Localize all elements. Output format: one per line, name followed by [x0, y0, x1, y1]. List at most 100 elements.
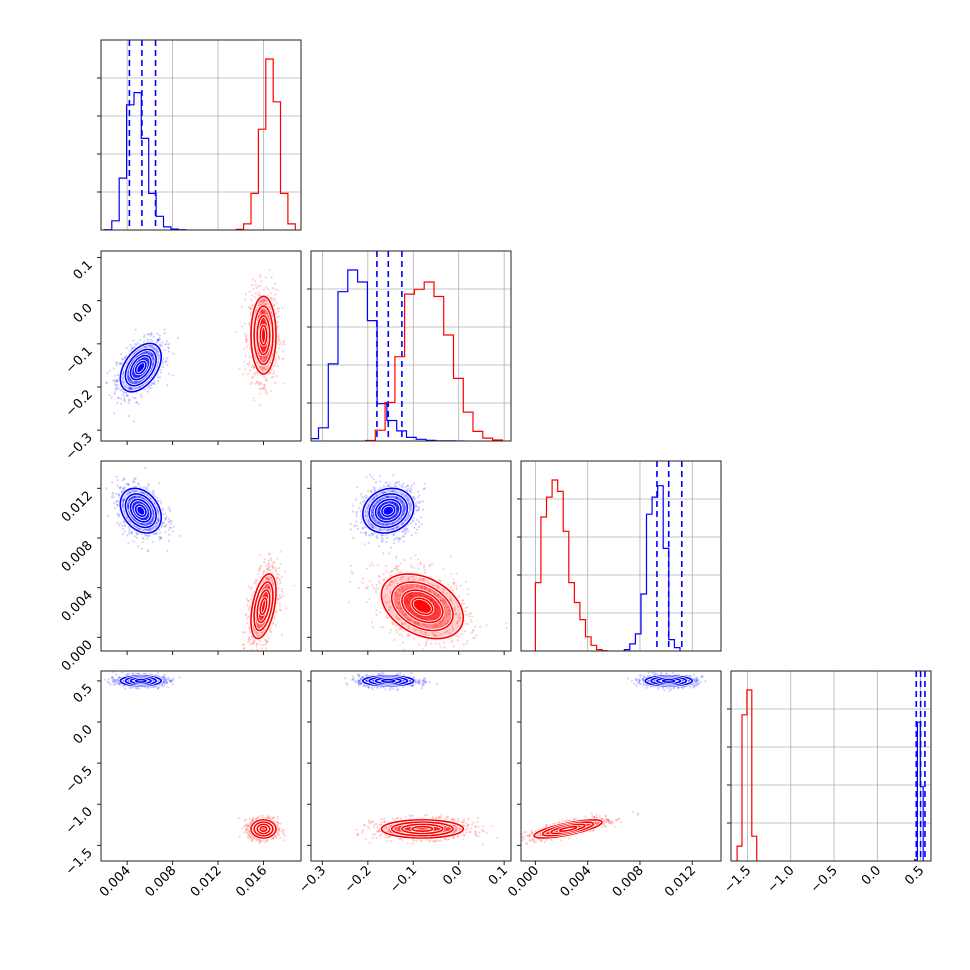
scatter-point — [393, 542, 396, 545]
scatter-point — [121, 393, 124, 396]
scatter-point — [274, 381, 277, 385]
scatter-point — [361, 526, 364, 529]
scatter-point — [167, 372, 170, 375]
scatter-point — [255, 645, 258, 648]
scatter-point — [240, 325, 243, 328]
scatter-point — [263, 387, 266, 390]
scatter-point — [116, 379, 119, 383]
scatter-point — [404, 529, 407, 532]
scatter-point — [269, 292, 272, 295]
scatter-point — [111, 493, 114, 496]
scatter-point — [459, 616, 462, 620]
scatter-point — [400, 499, 403, 502]
scatter-point — [475, 634, 478, 637]
scatter-point — [278, 577, 281, 581]
scatter-point — [247, 608, 250, 611]
scatter-point — [157, 380, 160, 383]
scatter-point — [457, 595, 460, 598]
scatter-point — [260, 311, 263, 314]
scatter-point — [283, 343, 286, 346]
scatter-point — [406, 484, 410, 488]
scatter-point — [147, 528, 150, 531]
scatter-point — [257, 569, 260, 572]
scatter-point — [115, 385, 118, 389]
scatter-point — [261, 310, 264, 313]
contour-line — [259, 597, 268, 616]
scatter-point — [151, 355, 154, 358]
scatter-point — [397, 497, 400, 501]
scatter-point — [149, 334, 152, 337]
scatter-point — [404, 588, 407, 591]
scatter-point — [160, 537, 163, 540]
scatter-point — [257, 625, 260, 628]
scatter-point — [266, 577, 270, 581]
scatter-point — [255, 643, 258, 646]
scatter-point — [167, 506, 170, 509]
scatter-point — [134, 496, 137, 499]
scatter-point — [400, 493, 403, 496]
scatter-point — [267, 562, 270, 565]
scatter-point — [106, 515, 109, 518]
scatter-point — [268, 577, 271, 580]
scatter-point — [360, 521, 363, 524]
contour-line — [124, 348, 157, 387]
scatter-point — [380, 540, 384, 544]
scatter-point — [361, 527, 364, 530]
scatter-point — [414, 504, 417, 507]
scatter-point — [268, 587, 271, 590]
scatter-point — [387, 528, 390, 531]
scatter-point — [161, 521, 164, 525]
scatter-point — [372, 478, 375, 481]
scatter-point — [397, 598, 401, 601]
scatter-point — [254, 292, 257, 295]
scatter-point — [274, 569, 277, 572]
scatter-point — [255, 631, 258, 635]
scatter-point — [262, 311, 265, 314]
scatter-point — [275, 301, 278, 304]
scatter-point — [125, 482, 128, 486]
scatter-point — [402, 588, 405, 592]
scatter-point — [414, 502, 417, 505]
scatter-point — [272, 621, 275, 624]
scatter-point — [413, 526, 416, 530]
scatter-point — [167, 350, 170, 353]
scatter-point — [252, 642, 255, 645]
scatter-point — [418, 501, 421, 504]
scatter-point — [281, 343, 284, 346]
scatter-point — [369, 473, 372, 476]
scatter-point — [396, 536, 399, 540]
scatter-point — [261, 387, 264, 390]
scatter-point — [244, 368, 247, 371]
scatter-point — [125, 392, 128, 395]
scatter-point — [371, 626, 375, 629]
scatter-point — [505, 622, 508, 625]
scatter-point — [260, 368, 264, 371]
scatter-point — [256, 372, 259, 375]
scatter-point — [256, 623, 260, 626]
scatter-point — [285, 607, 288, 610]
scatter-point — [485, 624, 488, 627]
scatter-point — [274, 624, 278, 627]
panel-frame — [100, 460, 302, 652]
scatter-point — [395, 496, 398, 499]
scatter-point — [275, 572, 279, 575]
scatter-point — [121, 500, 125, 503]
scatter-point — [238, 367, 241, 370]
scatter-point — [270, 559, 273, 562]
scatter-point — [118, 486, 121, 489]
histogram-series-0 — [311, 269, 466, 441]
contour-line — [134, 504, 147, 518]
scatter-point — [361, 581, 364, 584]
scatter-point — [429, 589, 432, 592]
scatter-point — [168, 343, 171, 346]
scatter-point — [152, 516, 155, 519]
scatter-point — [259, 624, 262, 627]
scatter-point — [133, 496, 136, 499]
scatter-point — [163, 332, 166, 335]
scatter-point — [259, 404, 262, 407]
scatter-point — [159, 536, 162, 539]
scatter-point — [134, 328, 137, 331]
scatter-point — [124, 524, 127, 528]
scatter-point — [105, 381, 108, 384]
scatter-point — [146, 537, 149, 540]
